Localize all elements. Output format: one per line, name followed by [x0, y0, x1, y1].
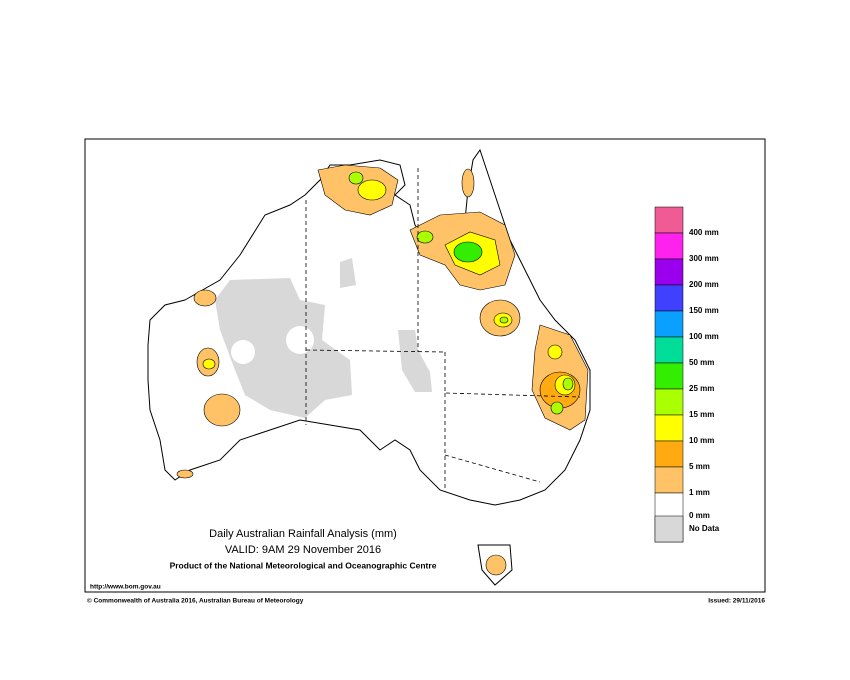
legend-label: 400 mm [689, 228, 719, 237]
legend-label: 15 mm [689, 410, 714, 419]
legend-swatch [654, 258, 684, 286]
valid-time: VALID: 9AM 29 November 2016 [225, 544, 381, 556]
legend-swatch [654, 414, 684, 442]
legend-swatch [654, 232, 684, 260]
legend-label: No Data [689, 524, 720, 533]
legend-label: 5 mm [689, 462, 710, 471]
legend-label: 300 mm [689, 254, 719, 263]
legend-swatch [654, 284, 684, 312]
legend-label: 50 mm [689, 358, 714, 367]
legend-label: 150 mm [689, 306, 719, 315]
legend-label: 25 mm [689, 384, 714, 393]
legend-label: 100 mm [689, 332, 719, 341]
legend-swatch [654, 310, 684, 338]
australia [147, 148, 591, 586]
map-title: Daily Australian Rainfall Analysis (mm) [209, 528, 397, 540]
no-data-areas [215, 258, 432, 418]
legend-label: 200 mm [689, 280, 719, 289]
state-borders [305, 168, 581, 492]
legend-swatch [654, 336, 684, 364]
url: http://www.bom.gov.au [90, 584, 161, 591]
producer: Product of the National Meteorological a… [170, 560, 437, 570]
legend-swatch [654, 492, 684, 520]
legend-swatch [654, 466, 684, 494]
legend-label: 1 mm [689, 488, 710, 497]
legend-label: 10 mm [689, 436, 714, 445]
legend-swatch [654, 362, 684, 390]
legend: 400 mm 300 mm 200 mm 150 mm 100 mm 50 mm 25 mm… [654, 206, 720, 543]
legend-label: 0 mm [689, 511, 710, 520]
rain-areas [176, 164, 589, 576]
legend-swatch [654, 388, 684, 416]
legend-swatch [654, 206, 684, 234]
copyright: © Commonwealth of Australia 2016, Austra… [87, 597, 304, 605]
legend-swatch [654, 515, 684, 543]
legend-swatch [654, 440, 684, 468]
issued-date: Issued: 29/11/2016 [708, 598, 765, 605]
